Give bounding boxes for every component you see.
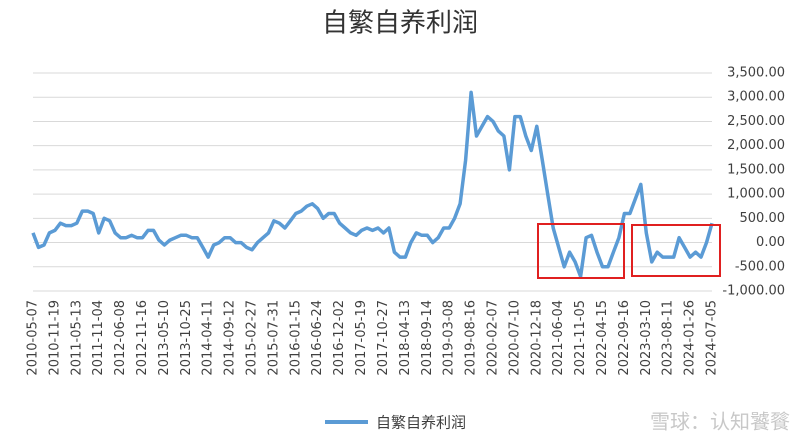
x-tick-label: 2019-03-08	[442, 300, 457, 376]
x-tick-label: 2014-09-12	[223, 300, 238, 376]
x-tick-label: 2023-08-11	[661, 300, 676, 376]
watermark: 雪球：认知饕餮	[650, 410, 790, 434]
x-tick-label: 2017-05-19	[354, 300, 369, 376]
x-tick-label: 2020-12-18	[529, 300, 544, 376]
x-tick-label: 2015-02-27	[245, 300, 260, 376]
chart-title: 自繁自养利润	[322, 9, 478, 39]
legend-label: 自繁自养利润	[376, 414, 466, 432]
highlight-box	[631, 224, 721, 277]
x-tick-label: 2013-05-10	[157, 300, 172, 376]
x-tick-label: 2013-10-25	[179, 300, 194, 376]
y-tick-label: 3,000.00	[727, 90, 785, 105]
highlight-box	[537, 223, 625, 279]
y-tick-label: -500.00	[735, 259, 785, 274]
x-tick-label: 2020-07-10	[507, 300, 522, 376]
line-series	[31, 90, 714, 279]
x-tick-label: 2021-06-04	[551, 300, 566, 376]
x-tick-label: 2017-10-27	[376, 300, 391, 376]
x-tick-label: 2021-11-05	[573, 300, 588, 376]
x-tick-label: 2012-11-16	[135, 300, 150, 376]
x-tick-label: 2016-01-15	[288, 300, 303, 376]
x-tick-label: 2022-04-15	[595, 300, 610, 376]
x-tick-label: 2018-04-13	[398, 300, 413, 376]
y-tick-label: 500.00	[740, 211, 786, 226]
y-tick-label: 1,000.00	[727, 187, 785, 202]
x-tick-label: 2022-09-16	[617, 300, 632, 376]
x-tick-label: 2018-09-14	[420, 300, 435, 376]
x-tick-label: 2019-08-16	[464, 300, 479, 376]
x-tick-label: 2024-07-05	[705, 300, 720, 376]
x-tick-label: 2010-11-19	[47, 300, 62, 376]
y-tick-label: 2,000.00	[727, 138, 785, 153]
x-tick-label: 2020-02-07	[485, 300, 500, 376]
x-tick-label: 2010-05-07	[26, 300, 41, 376]
x-tick-label: 2014-04-11	[201, 300, 216, 376]
x-tick-label: 2015-07-31	[266, 300, 281, 376]
x-tick-label: 2016-12-02	[332, 300, 347, 376]
x-tick-label: 2011-05-13	[69, 300, 84, 376]
x-tick-label: 2016-06-24	[310, 300, 325, 376]
y-tick-label: 0.00	[756, 235, 785, 250]
x-tick-label: 2023-03-10	[639, 300, 654, 376]
y-tick-label: 1,500.00	[727, 162, 785, 177]
x-tick-label: 2012-06-08	[113, 300, 128, 376]
y-tick-label: -1,000.00	[722, 284, 785, 299]
x-tick-label: 2011-11-04	[91, 300, 106, 376]
y-tick-label: 2,500.00	[727, 114, 785, 129]
y-tick-label: 3,500.00	[727, 66, 785, 81]
x-tick-label: 2024-01-26	[683, 300, 698, 376]
